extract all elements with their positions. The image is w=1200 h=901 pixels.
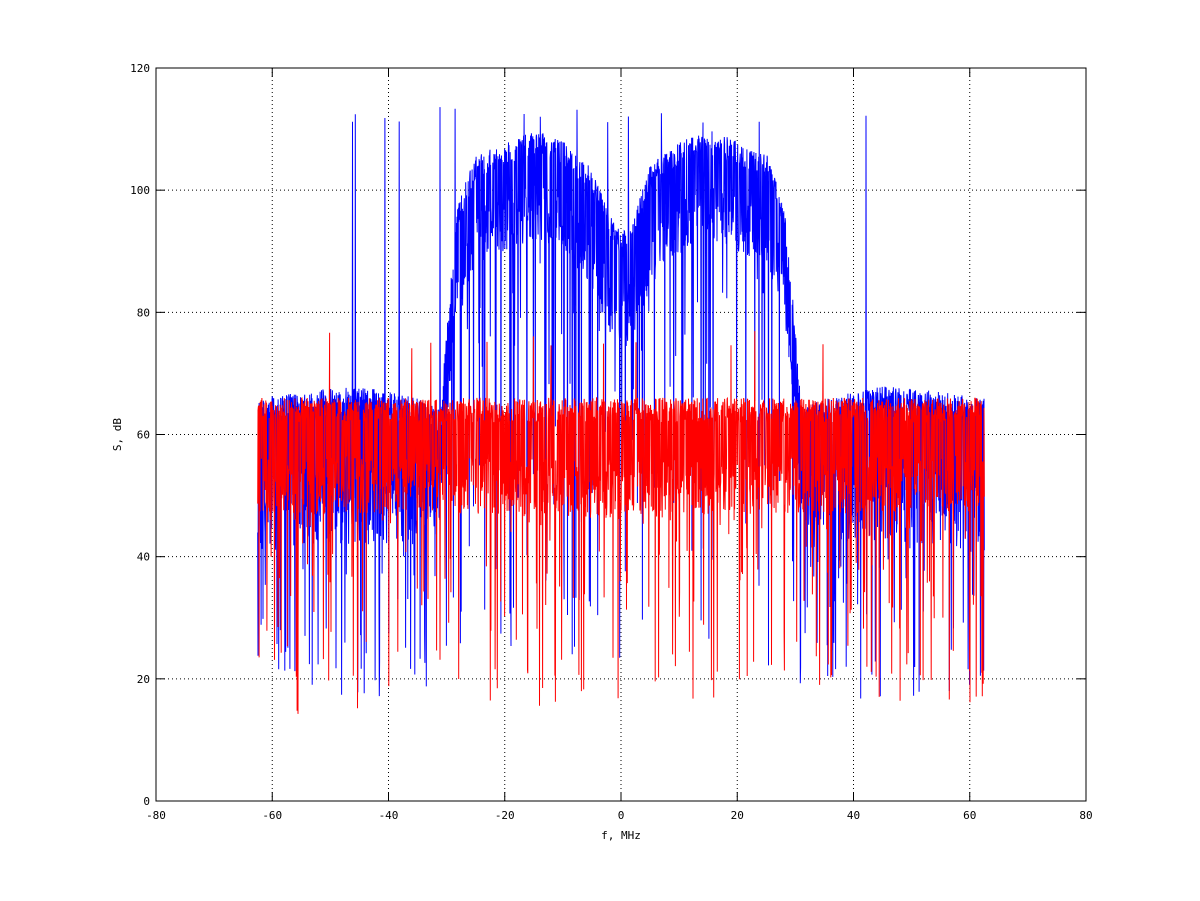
series-2-trace	[257, 331, 985, 714]
y-tick-label: 60	[137, 429, 150, 442]
y-tick-label: 100	[130, 184, 150, 197]
x-axis-label: f, MHz	[601, 829, 641, 842]
y-tick-label: 20	[137, 673, 150, 686]
x-tick-label: 80	[1079, 809, 1092, 822]
y-axis-label: S, dB	[111, 418, 124, 451]
x-tick-label: 60	[963, 809, 976, 822]
tick-marks	[155, 67, 1087, 802]
y-tick-label: 120	[130, 62, 150, 75]
x-tick-label: -20	[495, 809, 515, 822]
x-tick-label: 40	[847, 809, 860, 822]
x-tick-label: 0	[618, 809, 625, 822]
x-tick-label: -40	[379, 809, 399, 822]
x-tick-label: -80	[146, 809, 166, 822]
plot-area	[257, 107, 985, 714]
y-tick-label: 80	[137, 306, 150, 319]
series-1-trace	[257, 107, 985, 699]
x-tick-label: -60	[262, 809, 282, 822]
x-tick-labels: -80 -60 -40 -20 0 20 40 60 80	[146, 809, 1093, 822]
y-tick-label: 0	[143, 795, 150, 808]
y-tick-label: 40	[137, 551, 150, 564]
x-tick-label: 20	[731, 809, 744, 822]
y-tick-labels: 0 20 40 60 80 100 120	[130, 62, 150, 808]
